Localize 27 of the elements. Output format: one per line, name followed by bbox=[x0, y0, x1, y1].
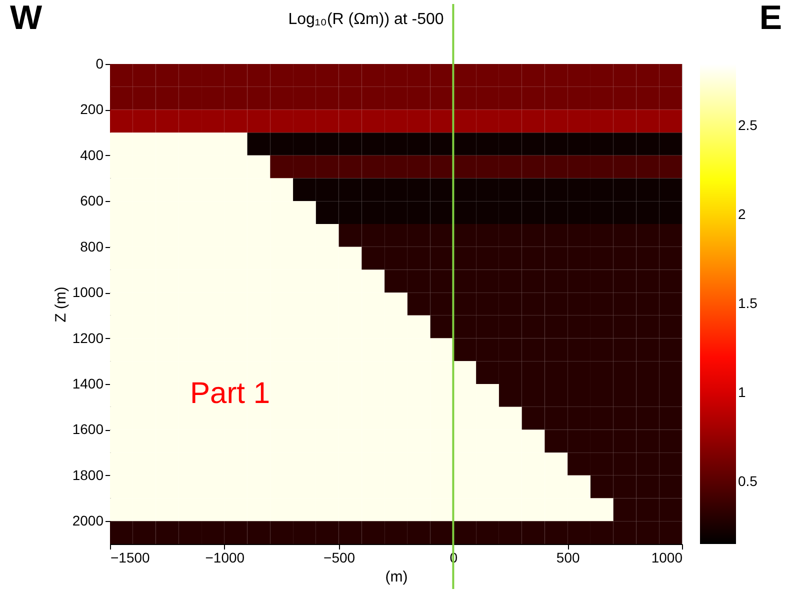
x-tick-label: −500 bbox=[324, 550, 356, 566]
color-bar-label: 2.5 bbox=[738, 117, 758, 134]
y-tick-label: 2000 bbox=[72, 512, 104, 529]
y-tick-label: 600 bbox=[80, 192, 104, 209]
color-bar-label: 1 bbox=[738, 384, 746, 400]
text: W bbox=[10, 0, 43, 37]
color-bar-label: 2 bbox=[738, 206, 746, 222]
y-tick-label: 1200 bbox=[72, 330, 104, 346]
annotation: Part 1 bbox=[190, 377, 270, 410]
x-tick-label: −1500 bbox=[110, 550, 150, 566]
color-bar-label: 1.5 bbox=[738, 295, 758, 311]
y-tick-label: 1600 bbox=[72, 421, 104, 438]
text: E bbox=[759, 0, 782, 37]
x-tick-label: −1000 bbox=[205, 550, 245, 566]
y-tick-label: 1000 bbox=[72, 284, 104, 300]
y-tick-label: 0 bbox=[96, 56, 104, 72]
y-tick-label: 800 bbox=[80, 238, 104, 254]
x-axis-title: (m) bbox=[385, 568, 408, 586]
chart-title: Log₁₀(R (Ωm)) at -500 bbox=[288, 11, 444, 28]
y-tick-label: 400 bbox=[80, 146, 104, 163]
x-tick-label: 500 bbox=[556, 550, 580, 566]
color-bar-label: 0.5 bbox=[738, 472, 758, 489]
y-tick-label: 1400 bbox=[72, 376, 104, 392]
x-tick-label: 1000 bbox=[651, 550, 683, 566]
y-tick-label: 1800 bbox=[72, 466, 104, 483]
y-tick-label: 200 bbox=[80, 101, 104, 118]
y-axis-title: Z (m) bbox=[52, 286, 70, 322]
